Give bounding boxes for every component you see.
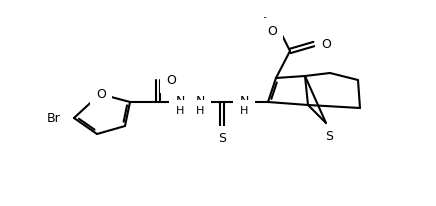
Text: O: O: [96, 88, 106, 101]
Text: O: O: [321, 37, 331, 50]
Text: O: O: [267, 25, 277, 37]
Text: O: O: [166, 74, 176, 87]
Text: H: H: [196, 106, 204, 116]
Text: Br: Br: [46, 111, 60, 124]
Text: N: N: [239, 95, 249, 108]
Text: N: N: [195, 95, 204, 108]
Text: S: S: [325, 130, 333, 143]
Text: H: H: [176, 106, 184, 116]
Text: N: N: [175, 95, 185, 108]
Text: S: S: [218, 132, 226, 145]
Text: H: H: [240, 106, 248, 116]
